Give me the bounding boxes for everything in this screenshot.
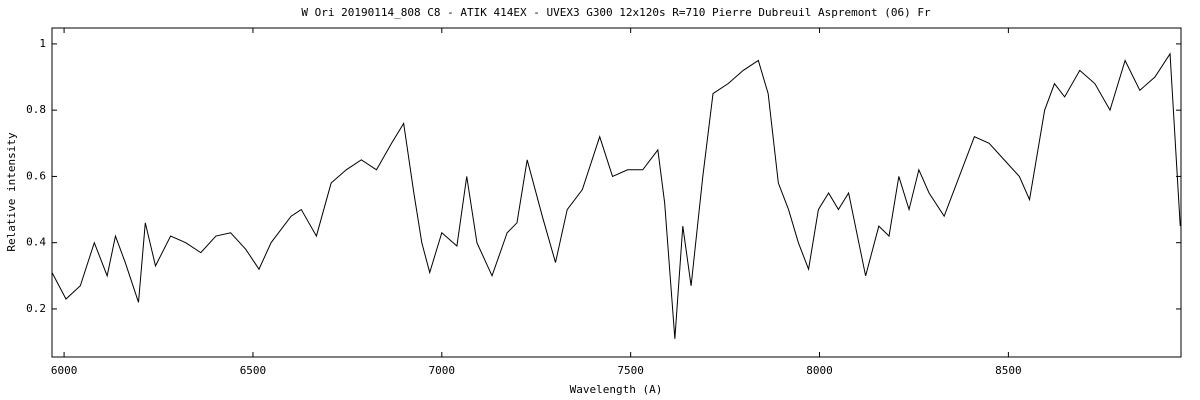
x-axis-label: Wavelength (A) — [570, 383, 663, 396]
x-tick-label: 6000 — [51, 364, 78, 377]
chart-title: W Ori 20190114_808 C8 - ATIK 414EX - UVE… — [301, 6, 931, 19]
x-tick-label: 7500 — [617, 364, 644, 377]
plot-frame — [51, 27, 1182, 358]
x-tick-label: 6500 — [240, 364, 267, 377]
x-tick-label: 8500 — [995, 364, 1022, 377]
y-tick-label: 0.6 — [26, 169, 46, 182]
y-tick-label: 0.4 — [26, 236, 46, 249]
y-tick-label: 0.8 — [26, 103, 46, 116]
spectrum-line — [51, 52, 1181, 339]
y-axis-label: Relative intensity — [5, 132, 18, 252]
x-tick-label: 7000 — [429, 364, 456, 377]
x-tick-label: 8000 — [806, 364, 833, 377]
y-tick-label: 1 — [39, 37, 46, 50]
y-tick-label: 0.2 — [26, 302, 46, 315]
